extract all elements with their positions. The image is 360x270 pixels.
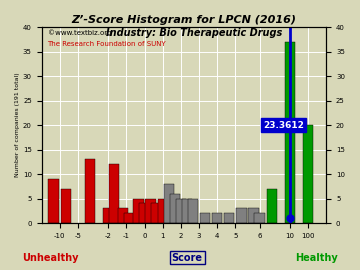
Bar [152, 204, 162, 223]
Bar [118, 208, 129, 223]
Text: Unhealthy: Unhealthy [22, 252, 78, 262]
Bar [267, 189, 277, 223]
Bar [303, 125, 313, 223]
Bar [133, 199, 144, 223]
Text: Score: Score [172, 252, 203, 262]
Text: ©www.textbiz.org: ©www.textbiz.org [48, 29, 111, 36]
Bar [163, 184, 174, 223]
Bar [60, 189, 71, 223]
Bar [224, 213, 234, 223]
Bar [85, 159, 95, 223]
Text: Healthy: Healthy [296, 252, 338, 262]
Bar [200, 213, 210, 223]
Title: Z’-Score Histogram for LPCN (2016): Z’-Score Histogram for LPCN (2016) [71, 15, 296, 25]
Bar [49, 179, 59, 223]
Y-axis label: Number of companies (191 total): Number of companies (191 total) [15, 73, 20, 177]
Bar [255, 213, 265, 223]
Bar [109, 164, 120, 223]
Bar [139, 204, 150, 223]
Bar [285, 42, 295, 223]
Bar [212, 213, 222, 223]
Text: The Research Foundation of SUNY: The Research Foundation of SUNY [48, 41, 166, 47]
Text: Industry: Bio Therapeutic Drugs: Industry: Bio Therapeutic Drugs [106, 28, 283, 38]
Bar [182, 199, 192, 223]
Bar [236, 208, 247, 223]
Bar [188, 199, 198, 223]
Bar [170, 194, 180, 223]
Bar [248, 208, 259, 223]
Bar [158, 199, 168, 223]
Bar [145, 199, 156, 223]
Bar [176, 199, 186, 223]
Text: 23.3612: 23.3612 [263, 121, 304, 130]
Bar [124, 213, 135, 223]
Bar [103, 208, 113, 223]
